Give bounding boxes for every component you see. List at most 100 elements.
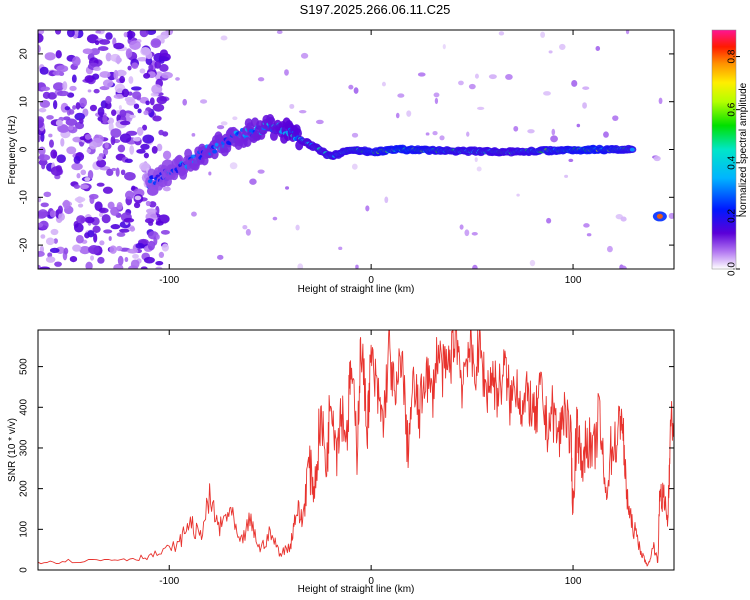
spectrogram-cell (49, 247, 60, 254)
spectrogram-cell (87, 169, 94, 180)
spectrogram-cell (471, 231, 478, 236)
spectrogram-cell (52, 70, 64, 76)
spectrogram-cell (284, 69, 289, 76)
spectrogram-cell (62, 116, 71, 121)
spectrogram-cell (93, 66, 101, 71)
spectrogram-cell (488, 74, 497, 80)
spectrogram-cell (629, 147, 635, 152)
snr-frame (37, 329, 675, 571)
spectrogram-cell (95, 30, 102, 34)
spectrogram-cell (113, 42, 125, 50)
spectrogram-cell (55, 30, 62, 35)
spectrogram-cell (121, 88, 130, 98)
spectrogram-cell (120, 169, 126, 176)
spectrogram-cell (156, 95, 168, 105)
spectrogram-cell (87, 230, 95, 238)
spectrogram-cell (147, 179, 153, 184)
spectrogram-cell (102, 114, 108, 124)
spectrogram-cell (156, 35, 168, 40)
spectrogram-cell (84, 177, 91, 182)
spectrogram-cell (89, 195, 95, 204)
spectrogram-cell (62, 199, 71, 209)
spectrogram-cell (127, 30, 133, 41)
spectrogram-cell (115, 167, 120, 177)
spectrogram-cell (315, 119, 324, 125)
spectrogram-cell (124, 171, 136, 181)
spectrogram-cell (82, 48, 93, 55)
spectrogram-cell (79, 184, 90, 190)
spectrogram-cell (90, 48, 100, 56)
spectrogram-cell (245, 228, 251, 236)
spectrogram-cell (38, 197, 42, 203)
spectrogram-cell (76, 215, 86, 224)
spectrogram-cell (89, 141, 98, 150)
spectrogram-cell (80, 169, 87, 176)
spectrogram-cell (155, 220, 164, 226)
spectrogram-cell (84, 134, 92, 140)
spectrogram-cell (276, 30, 283, 34)
spectrogram-cell (161, 71, 173, 79)
spectrogram-cell (119, 109, 127, 118)
spectrogram-cell (88, 245, 100, 255)
spectrogram-cell (99, 71, 111, 78)
spectrogram-cell (297, 263, 304, 269)
spectrogram-cell (116, 232, 126, 237)
spectrogram-cell (87, 89, 92, 93)
spectrogram-cell (133, 202, 141, 209)
spectrogram-cell (149, 97, 155, 106)
spectrogram-cell (136, 126, 144, 136)
spectrogram-cell (38, 146, 46, 156)
spectrogram-cell (102, 79, 114, 88)
spectrogram-cell (124, 190, 135, 200)
spectrogram-cell (220, 35, 228, 41)
spectrogram-xtick-label: 0 (368, 275, 374, 286)
spectrogram-cell (140, 266, 148, 269)
spectrogram-cell (69, 85, 77, 91)
spectrogram-cell (338, 246, 343, 251)
spectrogram-cell (550, 135, 558, 143)
spectrogram-cell (151, 146, 158, 154)
spectrogram-cell (145, 200, 151, 207)
spectrogram-cell (97, 106, 105, 117)
spectrogram-cell (85, 261, 93, 269)
spectrogram-cell (39, 99, 51, 108)
spectrogram-cell (38, 159, 48, 166)
spectrogram-cell (559, 43, 566, 51)
spectrogram-cell (71, 74, 77, 83)
spectrogram-cell (143, 110, 149, 116)
spectrogram-ytick-label: 20 (19, 48, 30, 60)
colorbar-tick-label: 0.6 (727, 102, 738, 116)
spectrogram-cell (53, 238, 58, 244)
spectrogram-cell (434, 97, 439, 105)
spectrogram-cell (92, 73, 100, 80)
spectrogram-cell (625, 30, 630, 35)
page-title: S197.2025.266.06.11.C25 (299, 2, 451, 17)
spectrogram-cell (38, 116, 45, 125)
spectrogram-cell (576, 123, 581, 128)
spectrogram-cell (137, 108, 142, 114)
colorbar-gradient (711, 29, 737, 270)
spectrogram-cell (351, 132, 359, 138)
spectrogram-cell (99, 240, 105, 246)
spectrogram-cell (58, 212, 65, 221)
spectrogram-cell (540, 31, 546, 38)
spectrogram-cell (79, 245, 91, 255)
spectrogram-ytick-label: 10 (19, 96, 30, 108)
spectrogram-cell (125, 48, 133, 59)
spectrogram-cell (191, 133, 196, 137)
spectrogram-cell (158, 129, 164, 136)
spectrogram-cell (111, 167, 117, 172)
spectrogram-cell (397, 93, 405, 98)
spectrogram-cell (119, 75, 126, 84)
spectrogram-cell (73, 223, 84, 233)
spectrogram-cell (97, 256, 105, 264)
spectrogram-cell (50, 228, 59, 236)
spectrogram-cell (69, 255, 78, 263)
snr-ytick-label: 500 (19, 358, 30, 375)
spectrogram-cell (60, 138, 65, 147)
spectrogram-cell (129, 145, 135, 155)
spectrogram-cell (216, 125, 225, 130)
snr-ytick-label: 400 (19, 399, 30, 416)
spectrogram-cell (50, 149, 58, 159)
